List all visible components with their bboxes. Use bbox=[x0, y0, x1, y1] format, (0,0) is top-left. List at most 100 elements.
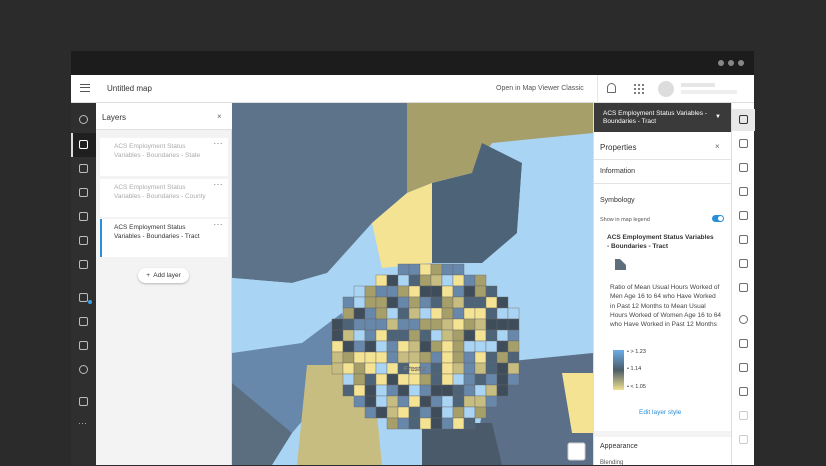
section-header[interactable]: Information bbox=[600, 168, 636, 175]
tract bbox=[397, 395, 410, 408]
bookmarks-icon[interactable] bbox=[79, 260, 88, 269]
layer-item[interactable]: ACS Employment Status Variables - Bounda… bbox=[100, 138, 228, 176]
tract bbox=[474, 318, 487, 331]
tract bbox=[364, 307, 377, 320]
tract bbox=[353, 395, 366, 408]
search-tool[interactable] bbox=[739, 315, 748, 324]
title-bar bbox=[71, 51, 754, 75]
tract bbox=[375, 318, 388, 331]
tool-icon[interactable] bbox=[739, 387, 748, 396]
section-header[interactable]: Symbology bbox=[600, 197, 635, 204]
section-header[interactable]: Appearance bbox=[600, 443, 638, 450]
basemap-icon[interactable] bbox=[79, 188, 88, 197]
avatar[interactable] bbox=[658, 81, 674, 97]
layer-name: ACS Employment Status Variables - Bounda… bbox=[114, 224, 200, 240]
tract bbox=[331, 340, 344, 353]
tool-icon[interactable] bbox=[739, 339, 748, 348]
map-title[interactable]: Untitled map bbox=[107, 84, 152, 93]
tract bbox=[397, 384, 410, 397]
tract bbox=[463, 285, 476, 298]
tract bbox=[408, 373, 421, 386]
settings-icon[interactable] bbox=[79, 365, 88, 374]
close-button[interactable]: × bbox=[217, 112, 222, 121]
close-button[interactable]: × bbox=[715, 142, 720, 151]
tract bbox=[364, 373, 377, 386]
apps[interactable] bbox=[633, 83, 644, 94]
layer-selector[interactable]: ACS Employment Status Variables - Bounda… bbox=[594, 103, 732, 132]
tract bbox=[419, 395, 432, 408]
tract bbox=[397, 318, 410, 331]
properties-tool[interactable] bbox=[739, 115, 748, 124]
classic-link[interactable]: Open in Map Viewer Classic bbox=[496, 85, 584, 92]
tract bbox=[408, 340, 421, 353]
tract bbox=[397, 296, 410, 309]
legend-icon[interactable] bbox=[79, 236, 88, 245]
tract bbox=[452, 362, 465, 375]
tract bbox=[474, 362, 487, 375]
tract bbox=[386, 340, 399, 353]
share-icon[interactable] bbox=[79, 341, 88, 350]
tract bbox=[375, 395, 388, 408]
tract bbox=[397, 329, 410, 342]
field-description: Ratio of Mean Usual Hours Worked of Men … bbox=[610, 284, 722, 329]
add-layer-button[interactable]: + Add layer bbox=[138, 268, 189, 283]
region bbox=[232, 383, 292, 465]
tract bbox=[496, 373, 509, 386]
more-icon[interactable]: ⋯ bbox=[78, 418, 87, 428]
tract bbox=[474, 340, 487, 353]
tool-icon[interactable] bbox=[739, 235, 748, 244]
tract bbox=[408, 263, 421, 276]
tract bbox=[408, 329, 421, 342]
tract bbox=[430, 285, 443, 298]
tract bbox=[452, 351, 465, 364]
tool-icon[interactable] bbox=[739, 211, 748, 220]
tool-icon[interactable] bbox=[739, 411, 748, 420]
layer-item[interactable]: ACS Employment Status Variables - Bounda… bbox=[100, 219, 228, 257]
tract bbox=[452, 340, 465, 353]
notifications[interactable] bbox=[607, 83, 616, 93]
tract bbox=[441, 395, 454, 408]
tract bbox=[375, 296, 388, 309]
tool-icon[interactable] bbox=[739, 139, 748, 148]
tract bbox=[408, 351, 421, 364]
tract bbox=[474, 285, 487, 298]
region bbox=[422, 423, 502, 465]
add-icon[interactable] bbox=[79, 115, 88, 124]
tract bbox=[496, 384, 509, 397]
tool-icon[interactable] bbox=[739, 259, 748, 268]
tool-icon[interactable] bbox=[739, 283, 748, 292]
tract bbox=[474, 351, 487, 364]
tract bbox=[430, 417, 443, 430]
home-button[interactable] bbox=[567, 442, 586, 461]
help-icon[interactable] bbox=[79, 397, 88, 406]
layers-icon[interactable] bbox=[79, 140, 88, 149]
legend-toggle[interactable] bbox=[712, 215, 724, 222]
tract bbox=[463, 340, 476, 353]
print-icon[interactable] bbox=[79, 317, 88, 326]
tables-icon[interactable] bbox=[79, 164, 88, 173]
tract bbox=[397, 285, 410, 298]
tract bbox=[419, 307, 432, 320]
properties-icon[interactable] bbox=[79, 293, 88, 302]
tool-icon[interactable] bbox=[739, 163, 748, 172]
tool-icon[interactable] bbox=[739, 435, 748, 444]
tract bbox=[364, 296, 377, 309]
tract bbox=[375, 351, 388, 364]
legend-swatch bbox=[615, 259, 626, 270]
map[interactable]: Fresno bbox=[232, 103, 593, 465]
tool-icon[interactable] bbox=[739, 187, 748, 196]
charts-icon[interactable] bbox=[79, 212, 88, 221]
tract bbox=[463, 362, 476, 375]
legend-label: • > 1.23 bbox=[627, 349, 646, 355]
tract bbox=[331, 329, 344, 342]
tool-icon[interactable] bbox=[739, 363, 748, 372]
tract bbox=[419, 329, 432, 342]
toggle-label: Show in map legend bbox=[600, 217, 650, 223]
tract bbox=[342, 318, 355, 331]
menu-button[interactable] bbox=[80, 84, 90, 92]
edit-style-link[interactable]: Edit layer style bbox=[639, 409, 682, 416]
tract bbox=[364, 318, 377, 331]
tract bbox=[474, 329, 487, 342]
layer-item[interactable]: ACS Employment Status Variables - Bounda… bbox=[100, 179, 228, 217]
header: Untitled map Open in Map Viewer Classic bbox=[71, 75, 754, 103]
